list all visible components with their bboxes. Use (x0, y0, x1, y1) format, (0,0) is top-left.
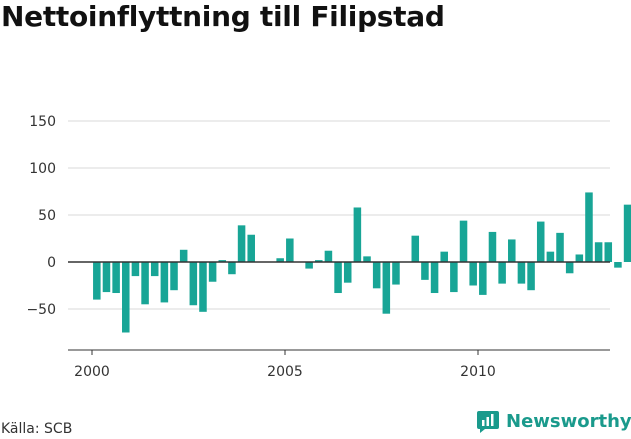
bar (131, 262, 140, 277)
bar (556, 232, 564, 262)
bar (517, 262, 526, 284)
bar (565, 262, 574, 274)
bar (527, 262, 535, 291)
bar (315, 260, 323, 262)
bar (382, 262, 391, 314)
bar (411, 235, 420, 262)
brand-logo[interactable]: Newsworthy (476, 409, 631, 433)
bar (286, 238, 294, 262)
bar (575, 254, 584, 262)
y-tick-label: −50 (26, 302, 56, 318)
bar (469, 262, 477, 286)
bar (430, 262, 439, 294)
bar (208, 262, 217, 282)
chart-title: Nettoinflyttning till Filipstad (1, 0, 445, 33)
bar (594, 242, 603, 262)
bar (614, 262, 622, 268)
bar (440, 251, 448, 262)
bar (585, 192, 593, 262)
y-tick-label: 50 (38, 208, 56, 224)
bar (102, 262, 111, 293)
bar (170, 262, 178, 291)
x-tick-label: 2010 (460, 364, 496, 380)
y-tick-label: 0 (47, 255, 56, 271)
source-note: Källa: SCB (1, 421, 73, 437)
bar (623, 204, 631, 262)
bar (150, 262, 159, 277)
bar (93, 262, 101, 300)
bar (324, 250, 333, 262)
newsworthy-logo-icon (477, 411, 499, 433)
bar (498, 262, 506, 284)
bar (218, 260, 227, 262)
bar (604, 242, 613, 262)
y-tick-label: 150 (29, 114, 56, 130)
brand-name: Newsworthy (506, 410, 631, 432)
bar (392, 262, 400, 285)
bar (237, 225, 246, 262)
bar (334, 262, 342, 294)
bar (343, 262, 352, 283)
bar (189, 262, 198, 306)
bar (353, 207, 362, 262)
bar (450, 262, 458, 293)
bar (276, 258, 284, 262)
bar (199, 262, 207, 312)
bar (372, 262, 381, 289)
bar (247, 234, 255, 262)
bar (141, 262, 149, 305)
bar (112, 262, 120, 294)
bar (122, 262, 130, 333)
bar (179, 249, 188, 262)
bar (546, 251, 555, 262)
bar (459, 220, 468, 262)
x-tick-label: 2005 (267, 364, 303, 380)
bar (421, 262, 429, 280)
bar (160, 262, 169, 303)
bar (508, 239, 516, 262)
y-tick-label: 100 (29, 161, 56, 177)
bar (488, 231, 497, 262)
bar (536, 221, 545, 262)
bar (228, 262, 236, 275)
bar (479, 262, 487, 295)
bar (305, 262, 313, 269)
x-tick-label: 2000 (74, 364, 110, 380)
bar (363, 256, 371, 262)
